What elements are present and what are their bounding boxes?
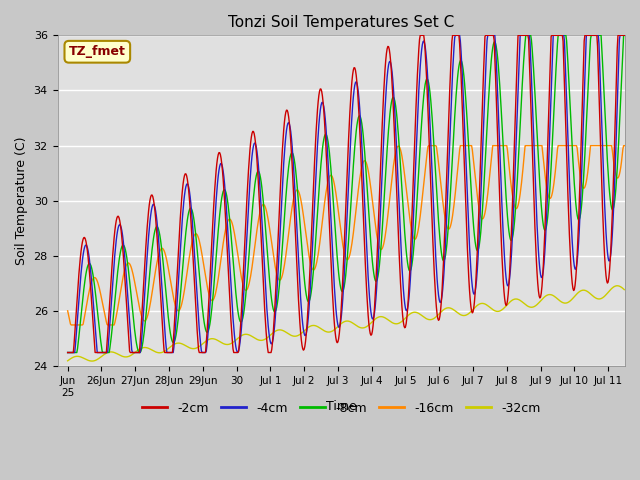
Legend: -2cm, -4cm, -8cm, -16cm, -32cm: -2cm, -4cm, -8cm, -16cm, -32cm [137,396,545,420]
X-axis label: Time: Time [326,400,356,413]
Y-axis label: Soil Temperature (C): Soil Temperature (C) [15,137,28,265]
Text: TZ_fmet: TZ_fmet [69,45,125,58]
Title: Tonzi Soil Temperatures Set C: Tonzi Soil Temperatures Set C [228,15,454,30]
